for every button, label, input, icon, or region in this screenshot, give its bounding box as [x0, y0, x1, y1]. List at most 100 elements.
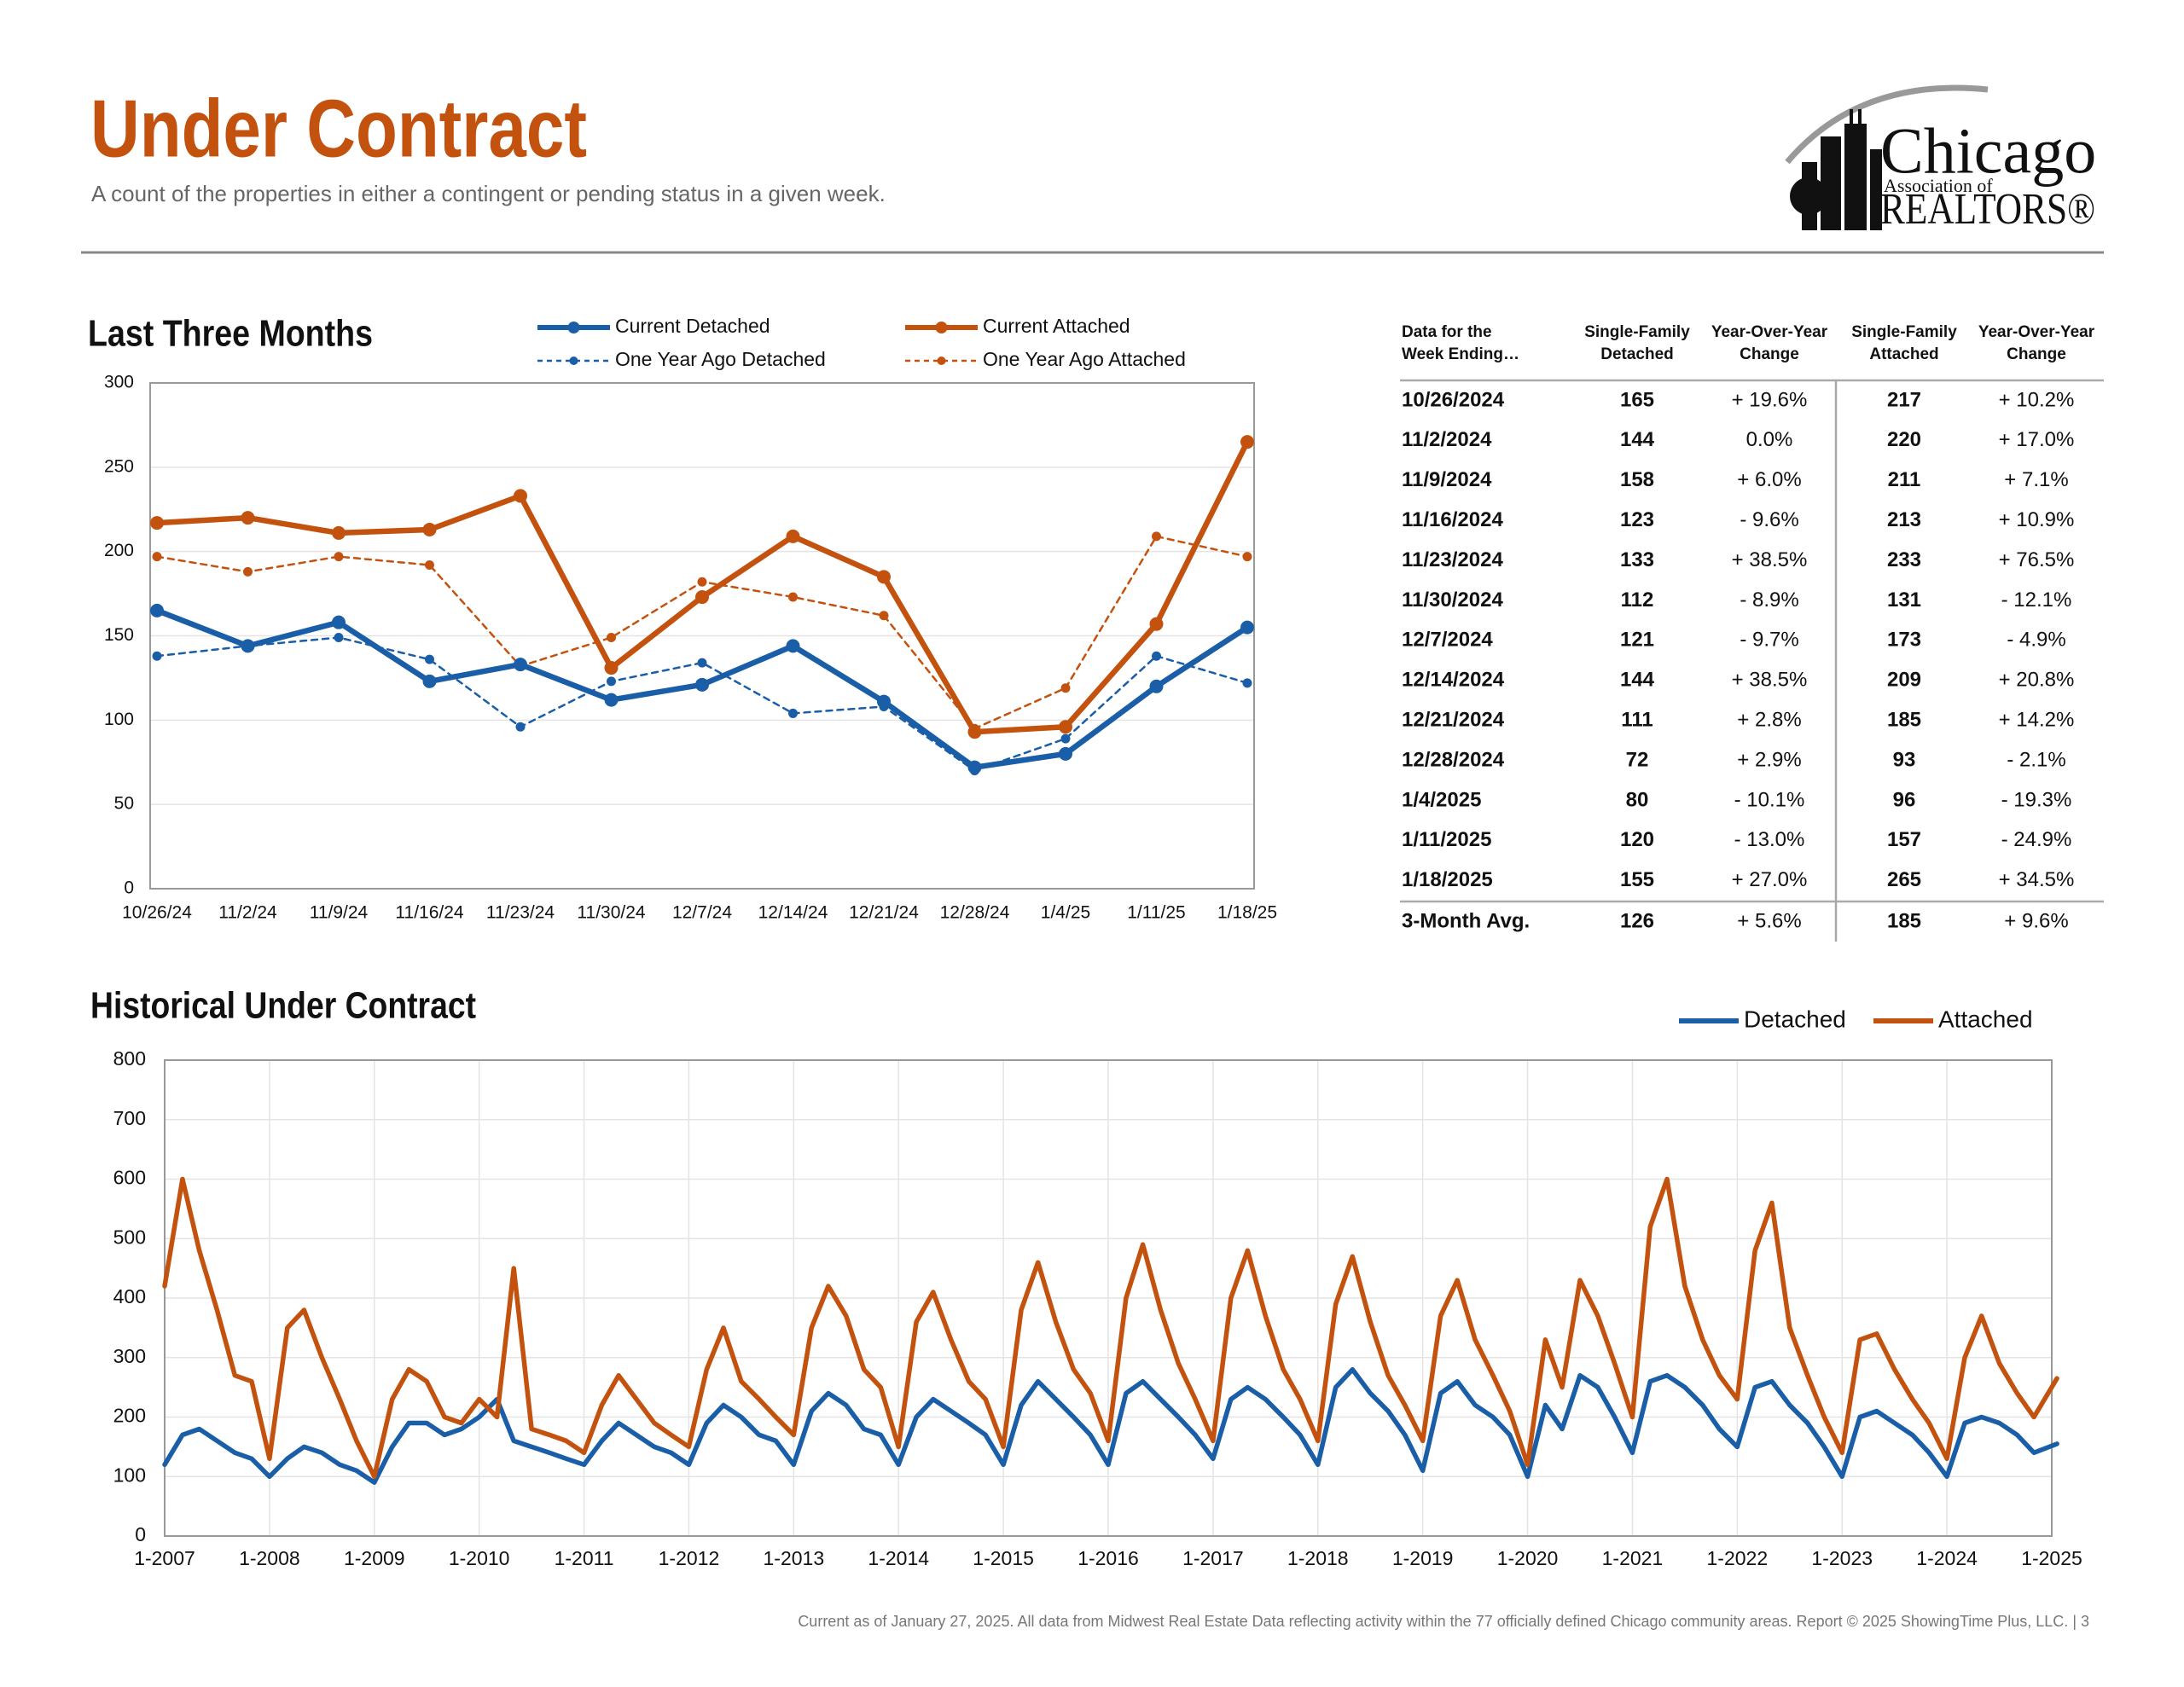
data-point	[334, 552, 344, 562]
table-cell: 93	[1893, 748, 1916, 771]
logo-building	[1821, 136, 1841, 230]
table-average: 185	[1887, 909, 1921, 932]
data-point	[607, 676, 616, 687]
table-cell: 165	[1620, 388, 1654, 411]
table-cell: - 13.0%	[1734, 828, 1805, 851]
data-point	[514, 658, 527, 672]
table-cell: 1/18/2025	[1402, 868, 1493, 891]
table-cell: 11/23/2024	[1402, 548, 1503, 571]
x-tick-label: 12/28/24	[940, 903, 1010, 923]
table-header: Change	[2007, 345, 2066, 363]
table-cell: 1/4/2025	[1402, 788, 1481, 811]
table-cell: 265	[1887, 868, 1921, 891]
logo-figure	[1790, 177, 1827, 215]
table-cell: + 20.8%	[1999, 669, 2075, 692]
data-point	[241, 639, 255, 653]
x-tick-label: 12/21/24	[849, 903, 919, 923]
table-cell: 12/21/2024	[1402, 709, 1505, 732]
table-header: Data for the	[1402, 323, 1492, 341]
data-point	[1059, 720, 1072, 734]
table-cell: + 10.2%	[1999, 388, 2075, 411]
x-tick-label: 1-2021	[1602, 1547, 1664, 1569]
table-cell: 111	[1621, 709, 1653, 732]
data-point	[425, 559, 434, 570]
table-cell: 233	[1887, 548, 1921, 571]
y-tick-label: 100	[104, 710, 134, 729]
x-tick-label: 1-2013	[764, 1547, 825, 1569]
table-cell: 12/7/2024	[1402, 629, 1493, 652]
x-tick-label: 1-2012	[659, 1547, 720, 1569]
x-tick-label: 1-2008	[239, 1547, 300, 1569]
table-cell: + 2.9%	[1737, 748, 1801, 771]
table-cell: + 2.8%	[1737, 709, 1801, 732]
legend-marker	[569, 357, 578, 365]
x-tick-label: 1/18/25	[1217, 903, 1277, 923]
data-point	[422, 522, 437, 536]
plot-frame	[164, 1059, 2053, 1537]
table-cell: 185	[1887, 709, 1921, 732]
y-tick-label: 250	[104, 456, 134, 476]
table-cell: 155	[1620, 868, 1654, 891]
x-tick-label: 11/16/24	[395, 903, 464, 923]
y-tick-label: 300	[113, 1345, 146, 1367]
table-cell: 12/14/2024	[1402, 669, 1505, 692]
data-point	[604, 661, 619, 675]
x-tick-label: 12/14/24	[758, 903, 828, 923]
table-average: 126	[1620, 909, 1654, 932]
table-cell: 11/2/2024	[1402, 428, 1492, 451]
y-tick-label: 50	[114, 794, 134, 814]
table-cell: + 38.5%	[1732, 669, 1808, 692]
data-point	[697, 577, 707, 587]
data-point	[152, 651, 162, 661]
x-tick-label: 1-2010	[449, 1547, 510, 1569]
table-cell: - 8.9%	[1740, 588, 1798, 612]
table-average: 3-Month Avg.	[1402, 909, 1530, 932]
table-cell: + 19.6%	[1732, 388, 1808, 411]
page-subtitle: A count of the properties in either a co…	[91, 181, 886, 206]
table-cell: + 38.5%	[1732, 548, 1808, 571]
data-point	[879, 611, 889, 621]
table-cell: + 76.5%	[1999, 548, 2075, 571]
x-tick-label: 1-2024	[1916, 1547, 1978, 1569]
table-header: Detached	[1600, 345, 1674, 363]
x-tick-label: 1-2023	[1811, 1547, 1873, 1569]
y-tick-label: 200	[104, 541, 134, 560]
plot-frame	[149, 382, 1255, 890]
legend-label: Attached	[1938, 1006, 2033, 1032]
data-point	[1242, 552, 1252, 562]
data-point	[1240, 620, 1254, 635]
data-point	[695, 677, 709, 692]
table-cell: 1/11/2025	[1402, 828, 1491, 851]
legend-label: Current Detached	[615, 315, 770, 337]
x-tick-label: 1/4/25	[1041, 903, 1090, 923]
data-point	[150, 603, 164, 617]
legend-label: Detached	[1744, 1006, 1846, 1032]
series-line	[155, 535, 1249, 730]
data-point	[695, 590, 709, 605]
series-line	[162, 1176, 2059, 1480]
data-point	[332, 525, 346, 540]
table-cell: 220	[1887, 428, 1921, 451]
table-average: + 5.6%	[1737, 909, 1801, 932]
data-point	[150, 516, 164, 530]
data-point	[786, 639, 800, 653]
y-tick-label: 150	[104, 625, 134, 645]
table-cell: - 9.7%	[1740, 629, 1798, 652]
table-cell: 209	[1887, 669, 1921, 692]
series-line	[162, 1366, 2059, 1485]
x-tick-label: 1-2017	[1182, 1547, 1244, 1569]
table-cell: 11/9/2024	[1402, 468, 1492, 491]
y-tick-label: 100	[113, 1464, 146, 1486]
table-cell: 133	[1620, 548, 1654, 571]
table-cell: + 6.0%	[1737, 468, 1801, 491]
chart: 1-2007 1-2008 1-2009 1-2010 1-2011 1-2012 1-20…	[113, 1006, 2082, 1569]
table-average: + 9.6%	[2004, 909, 2068, 932]
table-cell: - 10.1%	[1734, 788, 1805, 811]
table-header: Single-Family	[1851, 323, 1957, 341]
data-point	[514, 489, 527, 503]
logo: Chicago Association of REALTORS®	[1785, 84, 2096, 234]
chart-title: Historical Under Contract	[90, 985, 476, 1027]
x-tick-label: 1-2020	[1497, 1547, 1559, 1569]
logo-text: Association of	[1884, 175, 1993, 196]
